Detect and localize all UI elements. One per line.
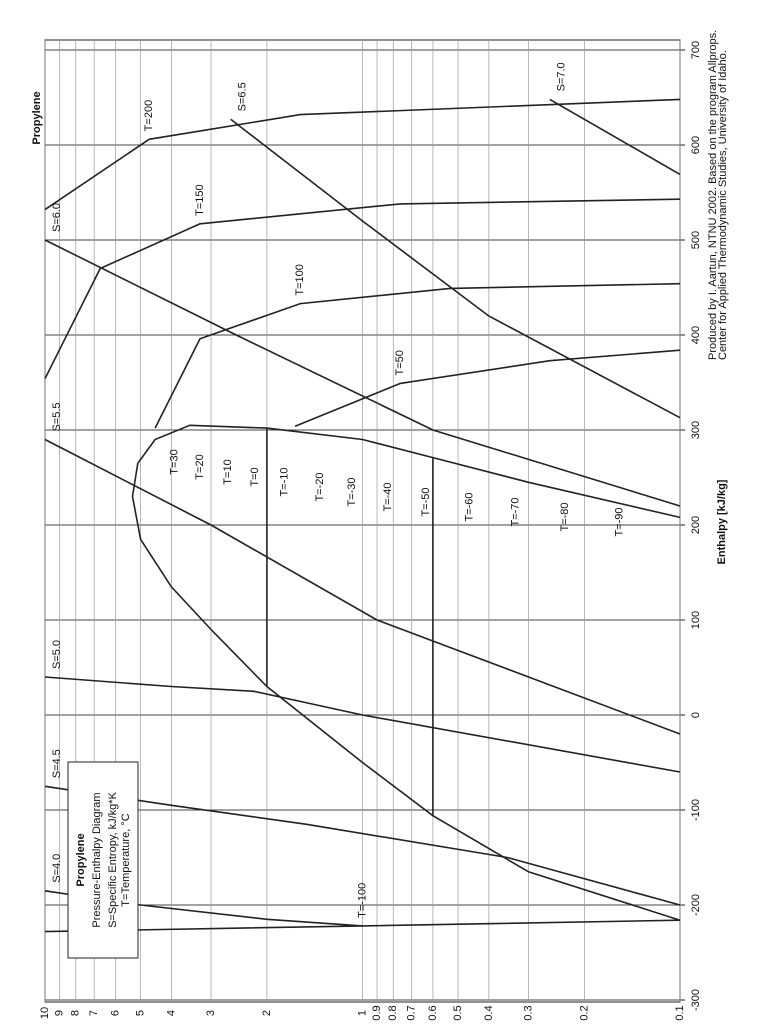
x-tick-label: -300 (690, 989, 702, 1011)
x-axis-label: Enthalpy [kJ/kg] (716, 479, 728, 564)
x-tick-label: 600 (690, 136, 702, 154)
sat-label: T=-60 (463, 492, 475, 521)
y-tick-label: 0.4 (483, 1005, 495, 1020)
legend-line: T=Temperature, °C (120, 813, 132, 906)
y-tick-label: 3 (205, 1010, 217, 1016)
sat-label: T=-30 (346, 477, 358, 506)
curve-label: T=-100 (356, 883, 368, 918)
y-tick-label: 7 (88, 1010, 100, 1016)
y-tick-label: 0.7 (406, 1005, 418, 1020)
y-tick-label: 0.3 (522, 1005, 534, 1020)
curve-label: T=100 (294, 264, 306, 296)
curve-label: T=200 (143, 100, 155, 132)
curve (131, 424, 681, 921)
legend-title: Propylene (75, 833, 87, 886)
x-tick-label: 300 (690, 421, 702, 439)
sat-label: T=-20 (314, 472, 326, 501)
legend-line: Pressure-Enthalpy Diagram (91, 792, 103, 927)
x-tick-label: -200 (690, 894, 702, 916)
curve (230, 118, 681, 419)
y-tick-label: 0.6 (427, 1005, 439, 1020)
credit: Produced by I. Aartun, NTNU 2002. Based … (707, 30, 719, 360)
legend-line: S=Specific Entropy, kJ/kg*K (107, 791, 119, 927)
sat-label: T=20 (194, 454, 206, 479)
curve (44, 198, 681, 380)
sat-label: T=-70 (509, 497, 521, 526)
credit: Center for Applied Thermodynamic Studies… (717, 50, 729, 360)
curve (44, 239, 681, 507)
y-tick-label: 0.1 (674, 1005, 686, 1020)
curve-label: S=5.5 (51, 402, 63, 431)
x-tick-label: 100 (690, 611, 702, 629)
x-tick-label: 200 (690, 516, 702, 534)
curve-label: S=6.0 (51, 203, 63, 232)
chart-title: Propylene (31, 91, 43, 144)
y-tick-label: 1 (356, 1010, 368, 1016)
curve-label: S=4.0 (51, 854, 63, 883)
curve-label: T=50 (394, 350, 406, 375)
sat-label: T=10 (222, 459, 234, 484)
y-tick-label: 0.9 (371, 1005, 383, 1020)
y-tick-label: 0.2 (578, 1005, 590, 1020)
sat-label: T=-40 (382, 482, 394, 511)
curve (44, 438, 681, 735)
sat-label: T=-10 (278, 467, 290, 496)
y-tick-label: 2 (261, 1010, 273, 1016)
curve (549, 98, 681, 176)
x-tick-label: 400 (690, 326, 702, 344)
y-tick-label: 8 (70, 1010, 82, 1016)
y-tick-label: 0.5 (452, 1005, 464, 1020)
curve-label: T=150 (194, 184, 206, 216)
y-tick-label: 4 (165, 1010, 177, 1016)
x-tick-label: 700 (690, 41, 702, 59)
y-tick-label: 9 (53, 1010, 65, 1016)
sat-label: T=0 (249, 467, 261, 486)
x-tick-label: -100 (690, 799, 702, 821)
curve-label: S=5.0 (51, 640, 63, 669)
curve-label: S=6.5 (237, 82, 249, 111)
sat-label: T=30 (169, 449, 181, 474)
curve (294, 349, 681, 427)
y-tick-label: 6 (109, 1010, 121, 1016)
legend-box (67, 761, 139, 959)
curve-label: S=4.5 (51, 749, 63, 778)
curve-label: S=7.0 (556, 62, 568, 91)
x-tick-label: 0 (690, 712, 702, 718)
sat-label: T=-50 (420, 487, 432, 516)
sat-label: T=-80 (559, 502, 571, 531)
sat-label: T=-90 (613, 507, 625, 536)
x-tick-label: 500 (690, 231, 702, 249)
y-tick-label: 5 (134, 1010, 146, 1016)
y-tick-label: 10 (39, 1007, 51, 1019)
curve (154, 282, 681, 429)
curve (44, 98, 681, 211)
curve (44, 676, 681, 773)
y-tick-label: 0.8 (387, 1005, 399, 1020)
